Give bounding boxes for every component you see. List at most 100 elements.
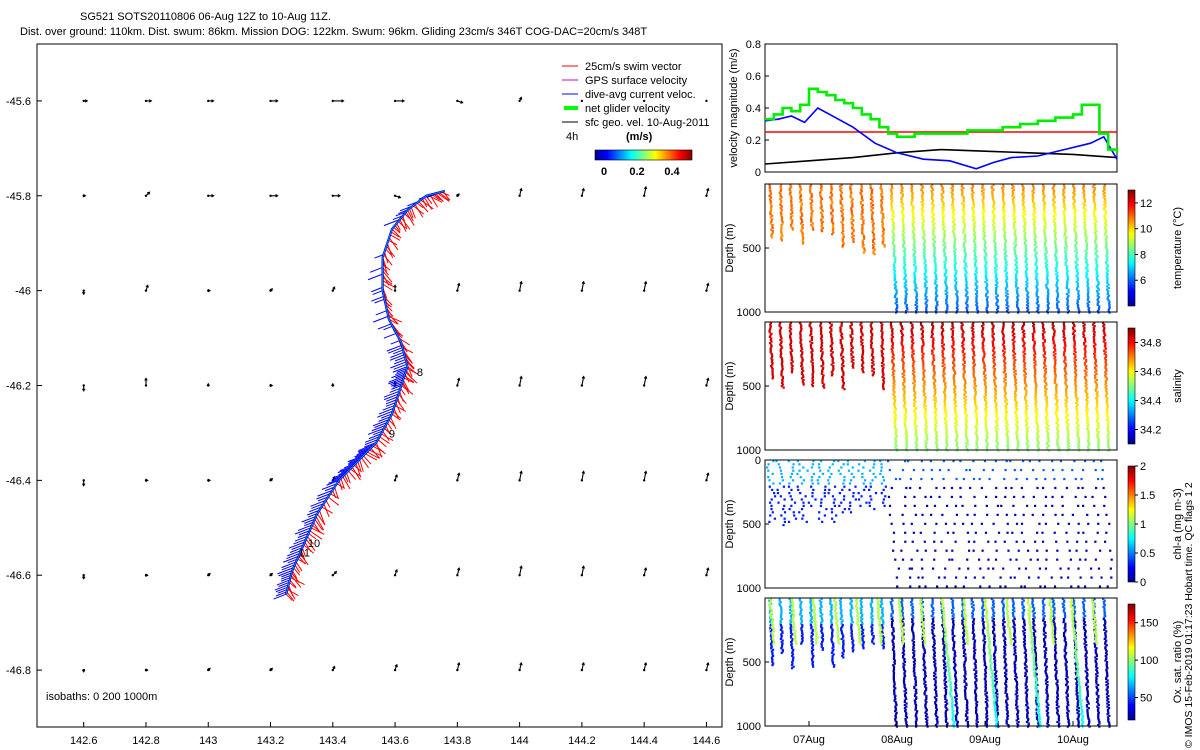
section-point	[945, 415, 948, 418]
section-point	[972, 233, 975, 236]
section-point	[904, 248, 907, 251]
section-point	[1053, 348, 1057, 351]
section-point	[1024, 375, 1027, 378]
section-point	[975, 294, 979, 297]
section-point	[1091, 185, 1095, 188]
section-point	[984, 392, 987, 395]
geo-vector-head	[519, 187, 523, 192]
section-point	[821, 381, 824, 385]
section-point	[840, 196, 843, 199]
section-point	[861, 369, 864, 372]
section-point	[1021, 337, 1024, 340]
section-point	[963, 384, 966, 388]
section-point	[985, 288, 988, 291]
section-point	[1002, 326, 1005, 329]
section-point	[894, 302, 897, 305]
geo-vector-head	[457, 661, 461, 666]
section-point	[1055, 417, 1059, 420]
section-point	[914, 392, 917, 395]
section-point	[1035, 245, 1038, 248]
section-point	[1021, 331, 1025, 334]
geo-vector-head	[581, 375, 586, 380]
section-point	[943, 400, 946, 403]
section-point	[821, 216, 824, 219]
section-point	[1032, 196, 1035, 199]
section-point	[780, 227, 783, 230]
section-point	[1044, 248, 1048, 251]
section-point	[1056, 409, 1059, 412]
section-point	[1053, 366, 1056, 369]
swim-vector	[442, 191, 451, 201]
section-point	[831, 360, 834, 363]
section-point	[1085, 243, 1089, 247]
section-point	[1001, 331, 1004, 334]
section-point	[831, 228, 835, 231]
section-point	[955, 415, 958, 418]
section-point	[1043, 366, 1046, 369]
dac-vector	[383, 393, 399, 401]
section-point	[910, 200, 913, 204]
section-point	[915, 429, 918, 432]
section-point	[1041, 334, 1045, 337]
section-point	[972, 375, 976, 378]
section-point	[975, 434, 979, 437]
section-point	[1056, 302, 1059, 305]
section-point	[975, 271, 978, 274]
section-point	[951, 345, 954, 348]
section-point	[903, 242, 906, 245]
section-point	[1044, 227, 1047, 230]
section-point	[1014, 234, 1017, 237]
section-point	[994, 230, 997, 233]
section-point	[942, 374, 945, 377]
section-point	[964, 398, 968, 401]
section-point	[1082, 207, 1085, 210]
section-point	[904, 426, 907, 429]
section-point	[1025, 427, 1028, 431]
section-point	[974, 270, 978, 273]
section-point	[1006, 443, 1010, 446]
section-point	[974, 265, 977, 268]
section-point	[890, 326, 893, 329]
section-point	[962, 230, 965, 233]
section-point	[961, 335, 964, 339]
section-point	[975, 289, 978, 293]
section-point	[810, 219, 813, 222]
section-point	[1015, 381, 1018, 385]
section-point	[972, 334, 975, 337]
section-point	[820, 205, 823, 208]
section-point	[1055, 263, 1058, 267]
section-point	[830, 352, 833, 355]
section-point	[1065, 415, 1068, 418]
section-point	[971, 207, 974, 210]
section-point	[1034, 388, 1037, 391]
section-point	[1085, 245, 1089, 248]
section-point	[1024, 251, 1027, 254]
section-point	[1024, 243, 1027, 247]
section-point	[881, 214, 885, 217]
section-point	[933, 372, 936, 375]
section-point	[1058, 449, 1061, 452]
section-point	[1002, 188, 1005, 191]
section-point	[1062, 194, 1065, 197]
section-point	[964, 427, 967, 431]
section-point	[965, 265, 968, 268]
section-point	[923, 277, 926, 280]
section-point	[956, 449, 959, 452]
section-point	[894, 414, 898, 417]
section-point	[1034, 360, 1037, 363]
swim-vector	[382, 283, 393, 291]
section-point	[769, 210, 772, 213]
section-point	[1045, 395, 1048, 398]
swim-vector	[395, 402, 401, 414]
section-point	[840, 323, 843, 326]
section-point	[986, 435, 989, 438]
geo-vector-head	[643, 470, 648, 474]
section-point	[1054, 355, 1057, 358]
section-point	[899, 323, 902, 326]
geo-vector	[705, 662, 709, 671]
section-point	[841, 369, 844, 372]
geo-vector-head	[457, 472, 461, 476]
section-point	[991, 194, 994, 197]
geo-vector-head	[332, 286, 336, 290]
section-point	[1096, 303, 1099, 307]
